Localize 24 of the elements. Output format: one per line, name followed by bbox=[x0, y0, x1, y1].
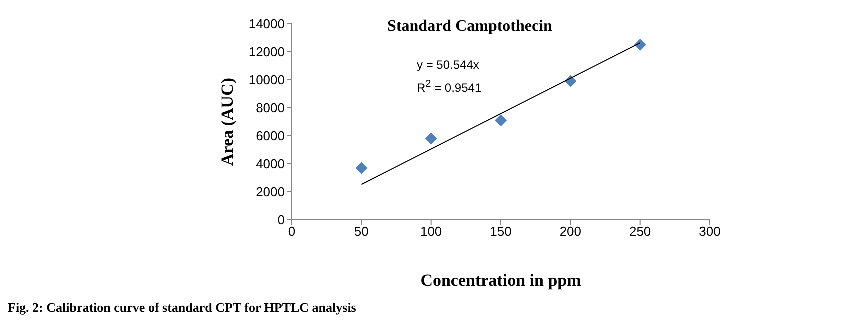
y-tick-label: 8000 bbox=[256, 100, 285, 116]
x-axis-title: Concentration in ppm bbox=[420, 271, 582, 290]
x-tick-label: 200 bbox=[560, 224, 582, 240]
x-tick-label: 250 bbox=[629, 224, 652, 240]
x-tick-label: 50 bbox=[354, 224, 369, 240]
annotation: y = 50.544x R$^{2}$ = 0.9541 bbox=[417, 58, 482, 95]
x-tick-label: 100 bbox=[420, 224, 442, 240]
y-tick-label: 0 bbox=[278, 212, 285, 228]
point bbox=[425, 132, 438, 145]
point bbox=[634, 39, 646, 51]
y-tick-label: 2000 bbox=[256, 184, 285, 200]
y-axis-title: Area (AUC) bbox=[218, 78, 238, 166]
x-tick-label: 0 bbox=[288, 224, 296, 240]
chart-title: Standard Camptothecin bbox=[388, 18, 552, 36]
y-tick-label: 12000 bbox=[248, 44, 285, 60]
y-tick-label: 10000 bbox=[248, 72, 285, 88]
caption: Fig. 2: Calibration curve of standard CPT for HPTLC analysis bbox=[8, 300, 356, 315]
y-tick-label: 14000 bbox=[248, 16, 285, 32]
point bbox=[356, 162, 368, 174]
point bbox=[495, 114, 507, 127]
x-tick-label: 300 bbox=[699, 224, 721, 240]
y-tick-label: 4000 bbox=[256, 156, 285, 172]
y-tick-label: 6000 bbox=[256, 128, 285, 144]
x-tick-label: 150 bbox=[490, 224, 512, 240]
